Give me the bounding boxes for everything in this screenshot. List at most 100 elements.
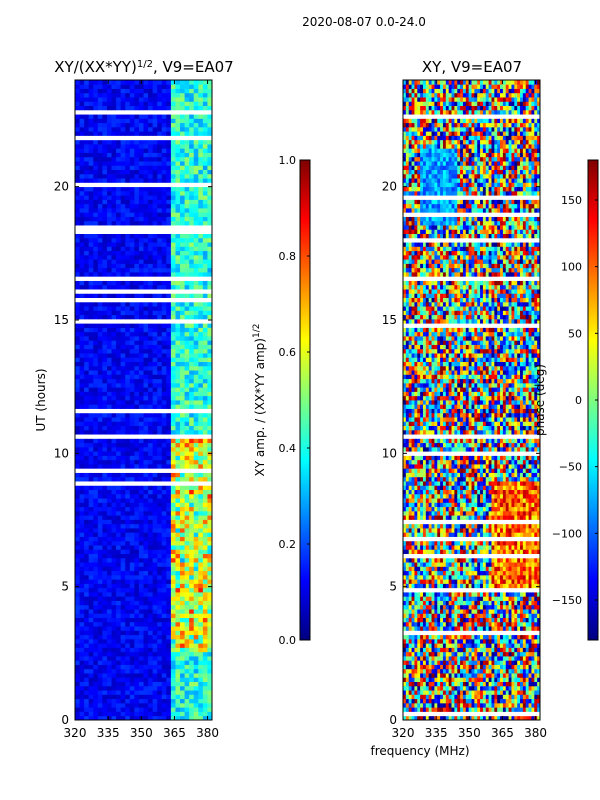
heatmap-cell	[129, 698, 135, 704]
heatmap-cell	[161, 664, 167, 670]
heatmap-cell	[97, 387, 103, 392]
heatmap-cell	[102, 660, 108, 665]
heatmap-cell	[84, 263, 90, 269]
heatmap-cell	[170, 144, 176, 149]
heatmap-cell	[97, 118, 103, 124]
heatmap-cell	[180, 314, 185, 320]
heatmap-cell	[134, 353, 140, 358]
heatmap-cell	[97, 199, 103, 205]
heatmap-cell	[88, 425, 94, 431]
heatmap-cell	[175, 596, 181, 601]
heatmap-cell	[125, 229, 131, 234]
heatmap-cell	[202, 122, 208, 128]
heatmap-cell	[84, 348, 90, 354]
heatmap-cell	[166, 135, 172, 141]
heatmap-cell	[166, 481, 172, 486]
heatmap-cell	[143, 438, 149, 444]
heatmap-cell	[75, 242, 80, 247]
heatmap-cell	[102, 250, 108, 256]
heatmap-cell	[116, 173, 122, 179]
heatmap-cell	[170, 254, 176, 260]
heatmap-cell	[143, 237, 149, 243]
heatmap-cell	[84, 344, 90, 350]
heatmap-cell	[93, 545, 99, 550]
heatmap-cell	[189, 391, 195, 397]
heatmap-cell	[152, 459, 158, 465]
heatmap-cell	[129, 84, 135, 89]
heatmap-cell	[116, 156, 122, 162]
heatmap-cell	[125, 139, 131, 145]
heatmap-cell	[75, 651, 80, 657]
heatmap-cell	[106, 80, 112, 85]
heatmap-cell	[152, 190, 158, 196]
heatmap-cell	[148, 660, 154, 665]
heatmap-cell	[106, 378, 112, 384]
heatmap-cell	[193, 336, 199, 341]
heatmap-cell	[143, 711, 149, 717]
heatmap-cell	[111, 229, 117, 234]
heatmap-cell	[88, 254, 94, 260]
heatmap-cell	[193, 267, 199, 273]
heatmap-cell	[125, 707, 131, 712]
heatmap-cell	[93, 485, 99, 490]
heatmap-cell	[88, 536, 94, 542]
heatmap-cell	[184, 195, 190, 200]
heatmap-cell	[184, 276, 190, 281]
heatmap-cell	[166, 690, 172, 695]
heatmap-cell	[457, 702, 461, 708]
heatmap-cell	[161, 378, 167, 384]
heatmap-cell	[166, 681, 172, 687]
heatmap-cell	[207, 135, 213, 141]
heatmap-cell	[477, 715, 481, 721]
heatmap-cell	[193, 506, 199, 512]
heatmap-cell	[79, 587, 85, 593]
heatmap-cell	[405, 715, 410, 721]
heatmap-cell	[120, 118, 126, 124]
heatmap-cell	[84, 681, 90, 687]
heatmap-cell	[198, 698, 204, 704]
heatmap-cell	[175, 570, 181, 576]
heatmap-cell	[125, 109, 131, 115]
heatmap-cell	[134, 327, 140, 333]
heatmap-cell	[138, 348, 144, 354]
heatmap-cell	[116, 677, 122, 682]
heatmap-cell	[79, 570, 85, 576]
heatmap-cell	[84, 173, 90, 179]
heatmap-cell	[184, 673, 190, 678]
heatmap-cell	[97, 715, 103, 721]
heatmap-cell	[102, 348, 108, 354]
heatmap-cell	[184, 421, 190, 426]
heatmap-cell	[148, 131, 154, 136]
heatmap-cell	[152, 327, 158, 333]
heatmap-cell	[170, 476, 176, 482]
heatmap-cell	[193, 429, 199, 435]
heatmap-cell	[120, 135, 126, 141]
heatmap-cell	[138, 280, 144, 286]
heatmap-cell	[93, 455, 99, 461]
heatmap-cell	[111, 395, 117, 401]
heatmap-cell	[102, 545, 108, 550]
heatmap-cell	[88, 421, 94, 426]
heatmap-cell	[189, 468, 195, 473]
heatmap-cell	[106, 259, 112, 264]
heatmap-cell	[138, 600, 144, 606]
heatmap-cell	[111, 523, 117, 529]
heatmap-cell	[88, 126, 94, 132]
heatmap-cell	[180, 135, 185, 141]
heatmap-cell	[148, 80, 154, 85]
heatmap-cell	[528, 694, 532, 700]
heatmap-cell	[88, 225, 94, 230]
heatmap-cell	[75, 485, 80, 490]
heatmap-cell	[193, 284, 199, 290]
heatmap-cell	[193, 246, 199, 252]
heatmap-cell	[75, 284, 80, 290]
heatmap-cell	[152, 438, 158, 444]
heatmap-cell	[138, 609, 144, 614]
heatmap-cell	[207, 169, 213, 175]
heatmap-cell	[198, 161, 204, 166]
heatmap-cell	[143, 331, 149, 337]
heatmap-cell	[134, 536, 140, 542]
heatmap-cell	[184, 250, 190, 256]
heatmap-cell	[511, 681, 515, 687]
heatmap-cell	[134, 122, 140, 128]
